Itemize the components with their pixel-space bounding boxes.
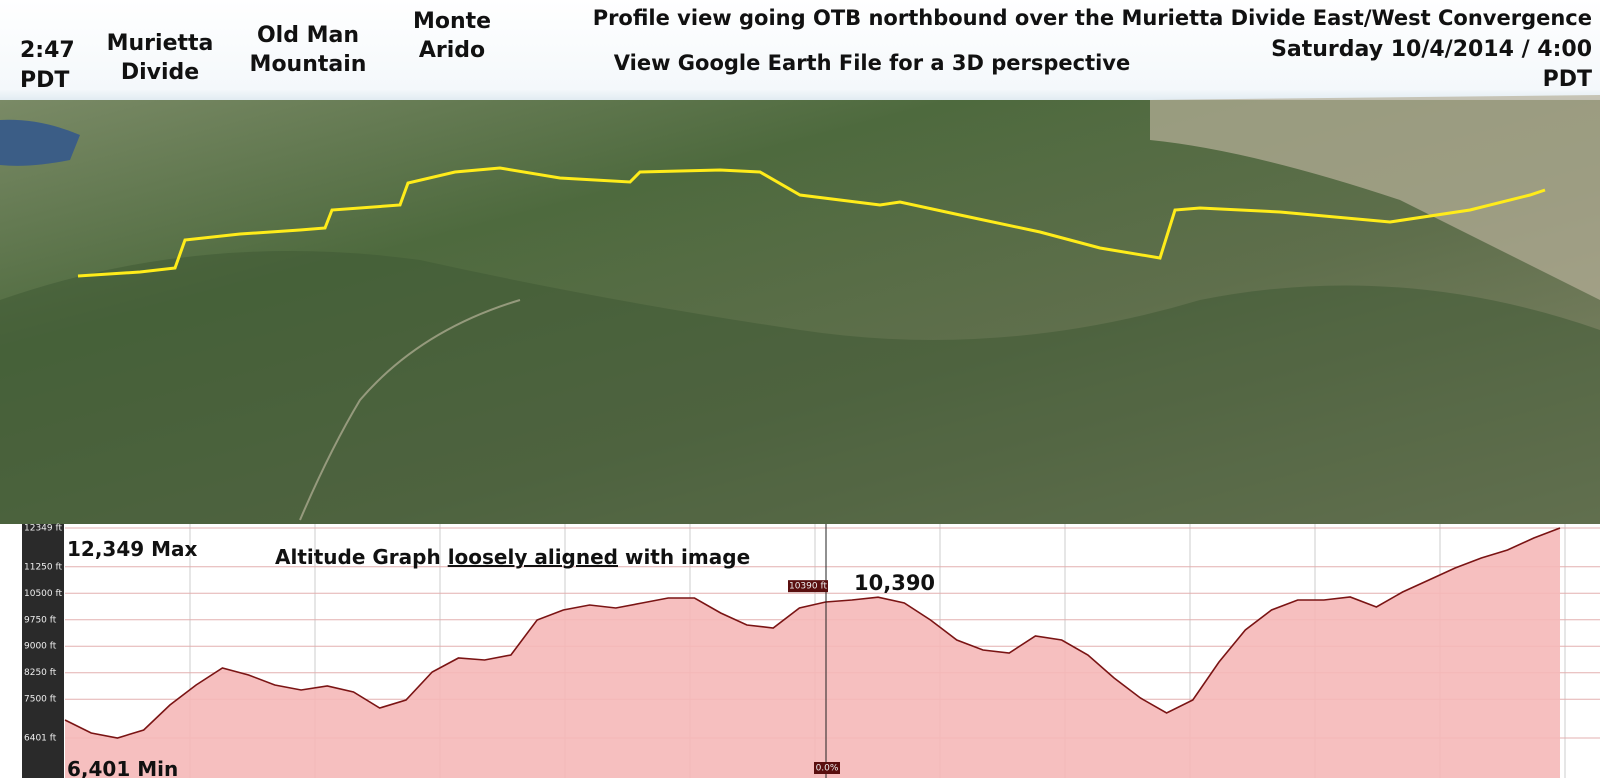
ridges [0,251,1600,524]
graph-title-part: with image [618,545,750,569]
max-label: 12,349 Max [67,537,198,561]
cursor-pos-box [814,762,840,774]
sky [0,0,1600,105]
y-tick-label: 7500 ft [24,695,57,705]
time-left: 2:47 [20,38,75,63]
y-tick-label: 6401 ft [24,734,57,744]
min-label: 6,401 Min [67,757,178,778]
altitude-graph: 6401 ft 7500 ft 8250 ft 9000 ft 9750 ft 10500… [24,524,1600,778]
y-tick-label: 9000 ft [24,642,57,652]
y-tick-label: 11250 ft [24,562,63,572]
place-label: Mountain [250,52,367,77]
river [299,299,521,521]
cursor-tag-box [788,580,828,593]
place-label: Divide [121,60,199,85]
place-label: Monte [413,9,491,34]
place-label: Old Man [257,23,359,48]
cursor-value: 10,390 [854,571,935,595]
place-label: Arido [419,38,485,63]
graph-title-part: loosely aligned [448,545,618,569]
area-fill [65,528,1560,778]
subtitle: View Google Earth File for a 3D perspect… [614,51,1130,75]
time-left: PDT [20,68,69,93]
graph-title: Altitude Graph loosely aligned with imag… [275,545,750,569]
axis-strip [22,524,64,778]
y-tick-label: 9750 ft [24,615,57,625]
y-tick-label: 12349 ft [24,524,63,534]
cursor-tag: 10390 ft [789,582,828,592]
date: PDT [1543,67,1592,92]
graph-title-part: Altitude Graph [275,545,448,569]
y-tick-label: 10500 ft [24,589,63,599]
cursor-position: 0.0% [816,764,839,774]
ocean [0,119,80,166]
altitude-line [64,527,1561,739]
date: Saturday 10/4/2014 / 4:00 [1271,37,1592,62]
desert [1150,95,1600,300]
trail [77,166,1546,278]
title: Profile view going OTB northbound over t… [593,6,1592,30]
place-label: Murietta [107,31,214,56]
y-tick-label: 8250 ft [24,668,57,678]
